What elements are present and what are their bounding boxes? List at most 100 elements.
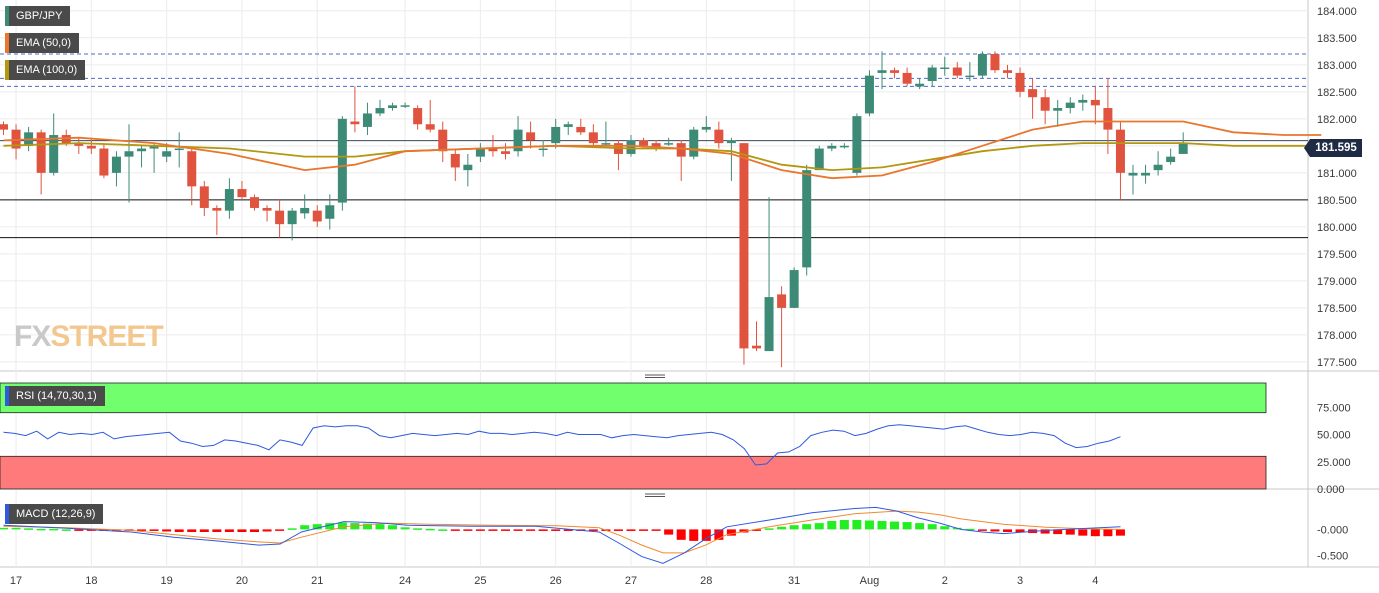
candle-body — [450, 153, 460, 168]
macd-histogram-bar — [588, 529, 598, 531]
macd-histogram-bar — [714, 529, 724, 540]
macd-histogram-bar — [689, 529, 699, 541]
macd-histogram-bar — [902, 522, 912, 530]
date-label: 18 — [85, 575, 97, 587]
date-label: 25 — [474, 575, 486, 587]
date-label: 3 — [1017, 575, 1023, 587]
macd-histogram-bar — [664, 529, 674, 535]
ema50-line — [3, 120, 1322, 180]
candle-body — [639, 140, 649, 146]
candle-body — [952, 67, 962, 76]
ema100-line — [3, 142, 1322, 172]
macd-histogram-bar — [501, 529, 510, 531]
candle-body — [250, 197, 259, 208]
candle-body — [137, 148, 147, 152]
macd-histogram-bar — [1115, 529, 1125, 536]
macd-histogram-bar — [400, 527, 410, 530]
candle-body — [99, 148, 109, 176]
candle-body — [877, 70, 887, 73]
macd-histogram-bar — [940, 526, 950, 530]
macd-histogram-bar — [300, 525, 310, 530]
macd-histogram-bar — [74, 529, 84, 531]
macd-histogram-bar — [162, 529, 172, 532]
legend-ema100[interactable]: EMA (100,0) — [5, 60, 86, 80]
macd-histogram-bar — [362, 523, 372, 530]
candle-body — [375, 108, 385, 114]
macd-histogram-bar — [262, 529, 272, 532]
date-label: 4 — [1092, 575, 1098, 587]
candle-body — [701, 126, 711, 130]
date-label: 31 — [788, 575, 800, 587]
macd-histogram-bar — [1103, 529, 1113, 537]
candle-body — [475, 148, 485, 157]
candle-body — [626, 140, 636, 154]
candle-body — [287, 210, 297, 225]
candle-body — [902, 72, 912, 84]
macd-histogram-bar — [626, 529, 636, 531]
macd-histogram-bar — [375, 524, 385, 530]
candle-body — [74, 143, 84, 146]
macd-histogram-bar — [388, 525, 398, 530]
macd-tick-label: -0.500 — [1317, 551, 1348, 563]
candle-body — [513, 129, 523, 152]
macd-histogram-bar — [413, 528, 423, 530]
macd-histogram-bar — [450, 529, 460, 531]
candle-body — [890, 70, 900, 73]
macd-histogram-bar — [965, 528, 975, 531]
date-label: 19 — [161, 575, 173, 587]
candle-body — [162, 151, 172, 157]
candle-body — [651, 143, 661, 149]
candle-body — [49, 135, 59, 173]
candle-body — [388, 105, 398, 109]
price-tick-label: 182.500 — [1317, 87, 1357, 99]
legend-rsi[interactable]: RSI (14,70,30,1) — [5, 386, 105, 406]
macd-histogram-bar — [61, 529, 71, 531]
candle-body — [61, 135, 71, 144]
candle-body — [676, 143, 686, 157]
candle-body — [1090, 99, 1100, 106]
candle-body — [827, 145, 837, 149]
candle-body — [664, 143, 674, 145]
macd-histogram-bar — [513, 529, 523, 531]
candle-body — [350, 121, 360, 125]
price-tick-label: 178.000 — [1317, 330, 1357, 342]
candle-body — [86, 145, 96, 149]
candle-body — [1053, 108, 1063, 111]
macd-histogram-bar — [287, 528, 297, 530]
date-label: 2 — [942, 575, 948, 587]
candle-body — [111, 156, 121, 173]
price-tick-label: 183.000 — [1317, 60, 1357, 72]
price-tick-label: 184.000 — [1317, 6, 1357, 18]
candle-body — [187, 151, 197, 187]
legend-ema50[interactable]: EMA (50,0) — [5, 33, 80, 53]
macd-histogram-bar — [802, 524, 812, 530]
candle-body — [237, 189, 247, 198]
last-price-label: 181.595 — [1304, 139, 1362, 157]
price-tick-label: 182.000 — [1317, 114, 1357, 126]
price-tick-label: 180.000 — [1317, 222, 1357, 234]
rsi-tick-label: 0.000 — [1317, 484, 1345, 496]
candle-body — [965, 75, 975, 78]
price-tick-label: 177.500 — [1317, 357, 1357, 369]
candle-body — [463, 164, 473, 171]
candle-body — [1166, 156, 1176, 163]
candle-body — [588, 132, 598, 144]
macd-histogram-bar — [814, 523, 824, 530]
candle-body — [915, 83, 925, 87]
macd-histogram-bar — [839, 519, 849, 530]
legend-symbol[interactable]: GBP/JPY — [5, 6, 71, 26]
legend-macd[interactable]: MACD (12,26,9) — [5, 504, 104, 524]
macd-tick-label: -0.000 — [1317, 524, 1348, 536]
macd-histogram-bar — [24, 528, 34, 530]
candle-body — [224, 189, 234, 211]
price-tick-label: 179.500 — [1317, 249, 1357, 261]
candle-body — [990, 54, 1000, 71]
macd-histogram-bar — [1065, 529, 1075, 535]
candle-body — [1141, 172, 1151, 176]
candle-body — [149, 145, 159, 149]
candle-body — [1115, 129, 1125, 173]
candle-body — [1153, 164, 1163, 171]
candle-body — [1128, 172, 1138, 176]
macd-histogram-bar — [701, 529, 711, 541]
macd-histogram-bar — [187, 529, 197, 532]
